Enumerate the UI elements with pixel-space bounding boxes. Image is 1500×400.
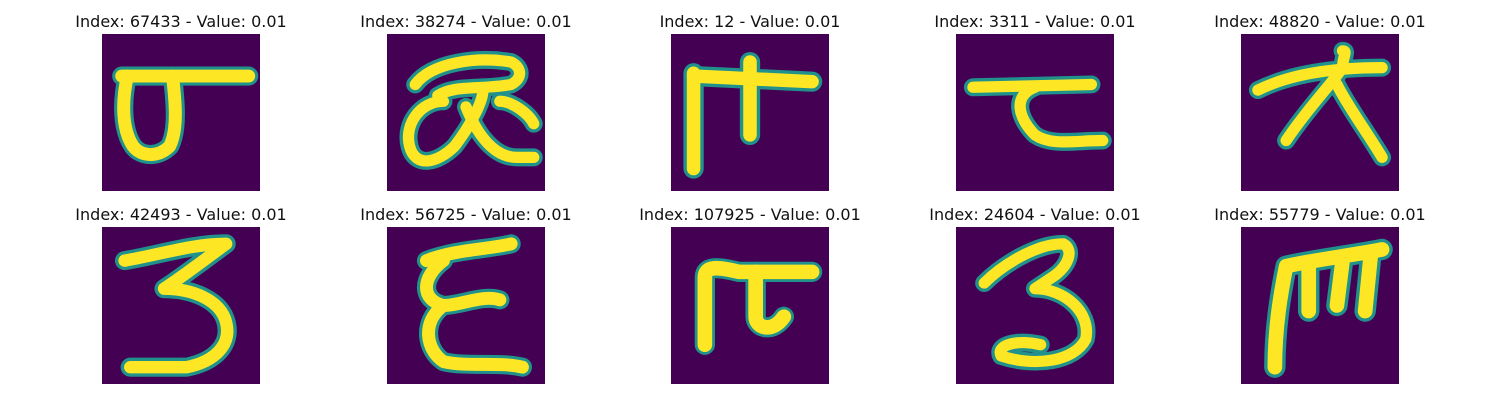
handwritten-glyph-image [387,34,545,191]
handwritten-glyph-image [956,227,1114,384]
panel-4: Index: 3311 - Value: 0.01 [905,12,1165,202]
panel-8: Index: 107925 - Value: 0.01 [620,205,880,395]
panel-title: Index: 3311 - Value: 0.01 [934,12,1136,31]
handwritten-glyph-image [671,227,829,384]
handwritten-glyph-image [387,227,545,384]
panel-title: Index: 12 - Value: 0.01 [659,12,841,31]
handwritten-glyph-image [102,34,260,191]
handwritten-glyph-image [1241,34,1399,191]
panel-9: Index: 24604 - Value: 0.01 [905,205,1165,395]
panel-10: Index: 55779 - Value: 0.01 [1190,205,1450,395]
panel-7: Index: 56725 - Value: 0.01 [336,205,596,395]
panel-title: Index: 67433 - Value: 0.01 [75,12,287,31]
panel-title: Index: 107925 - Value: 0.01 [639,205,861,224]
panel-title: Index: 24604 - Value: 0.01 [929,205,1141,224]
panel-1: Index: 67433 - Value: 0.01 [51,12,311,202]
panel-2: Index: 38274 - Value: 0.01 [336,12,596,202]
panel-6: Index: 42493 - Value: 0.01 [51,205,311,395]
panel-title: Index: 55779 - Value: 0.01 [1214,205,1426,224]
handwritten-glyph-image [956,34,1114,191]
panel-title: Index: 56725 - Value: 0.01 [360,205,572,224]
panel-5: Index: 48820 - Value: 0.01 [1190,12,1450,202]
panel-3: Index: 12 - Value: 0.01 [620,12,880,202]
handwritten-glyph-image [102,227,260,384]
panel-title: Index: 48820 - Value: 0.01 [1214,12,1426,31]
panel-title: Index: 42493 - Value: 0.01 [75,205,287,224]
handwritten-glyph-image [671,34,829,191]
handwritten-glyph-image [1241,227,1399,384]
panel-title: Index: 38274 - Value: 0.01 [360,12,572,31]
